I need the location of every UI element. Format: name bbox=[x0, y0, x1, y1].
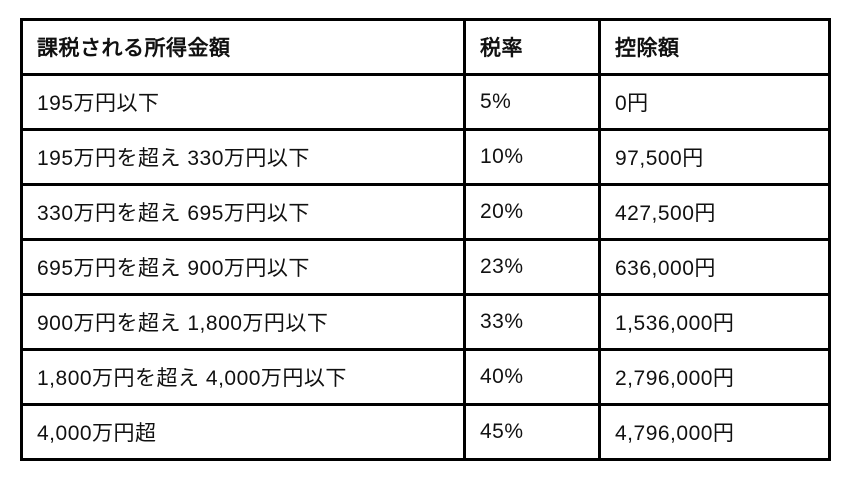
table-row: 4,000万円超 45% 4,796,000円 bbox=[20, 403, 831, 461]
cell-income: 4,000万円超 bbox=[20, 403, 466, 461]
cell-rate: 5% bbox=[463, 73, 601, 131]
cell-deduction: 1,536,000円 bbox=[598, 293, 831, 351]
cell-deduction: 97,500円 bbox=[598, 128, 831, 186]
cell-rate: 10% bbox=[463, 128, 601, 186]
cell-rate: 33% bbox=[463, 293, 601, 351]
cell-deduction: 0円 bbox=[598, 73, 831, 131]
cell-income: 195万円を超え 330万円以下 bbox=[20, 128, 466, 186]
cell-income: 195万円以下 bbox=[20, 73, 466, 131]
cell-income: 330万円を超え 695万円以下 bbox=[20, 183, 466, 241]
cell-rate: 40% bbox=[463, 348, 601, 406]
cell-income: 1,800万円を超え 4,000万円以下 bbox=[20, 348, 466, 406]
income-tax-table: 課税される所得金額 税率 控除額 195万円以下 5% 0円 195万円を超え … bbox=[20, 18, 831, 461]
cell-rate: 23% bbox=[463, 238, 601, 296]
table-row: 195万円を超え 330万円以下 10% 97,500円 bbox=[20, 128, 831, 186]
cell-income: 695万円を超え 900万円以下 bbox=[20, 238, 466, 296]
table-row: 1,800万円を超え 4,000万円以下 40% 2,796,000円 bbox=[20, 348, 831, 406]
cell-deduction: 427,500円 bbox=[598, 183, 831, 241]
column-header-income: 課税される所得金額 bbox=[20, 18, 466, 76]
column-header-deduction: 控除額 bbox=[598, 18, 831, 76]
cell-deduction: 636,000円 bbox=[598, 238, 831, 296]
table-row: 695万円を超え 900万円以下 23% 636,000円 bbox=[20, 238, 831, 296]
table-header-row: 課税される所得金額 税率 控除額 bbox=[20, 18, 831, 76]
table-row: 900万円を超え 1,800万円以下 33% 1,536,000円 bbox=[20, 293, 831, 351]
cell-rate: 45% bbox=[463, 403, 601, 461]
table-row: 195万円以下 5% 0円 bbox=[20, 73, 831, 131]
cell-income: 900万円を超え 1,800万円以下 bbox=[20, 293, 466, 351]
cell-deduction: 2,796,000円 bbox=[598, 348, 831, 406]
cell-rate: 20% bbox=[463, 183, 601, 241]
cell-deduction: 4,796,000円 bbox=[598, 403, 831, 461]
table-row: 330万円を超え 695万円以下 20% 427,500円 bbox=[20, 183, 831, 241]
column-header-rate: 税率 bbox=[463, 18, 601, 76]
